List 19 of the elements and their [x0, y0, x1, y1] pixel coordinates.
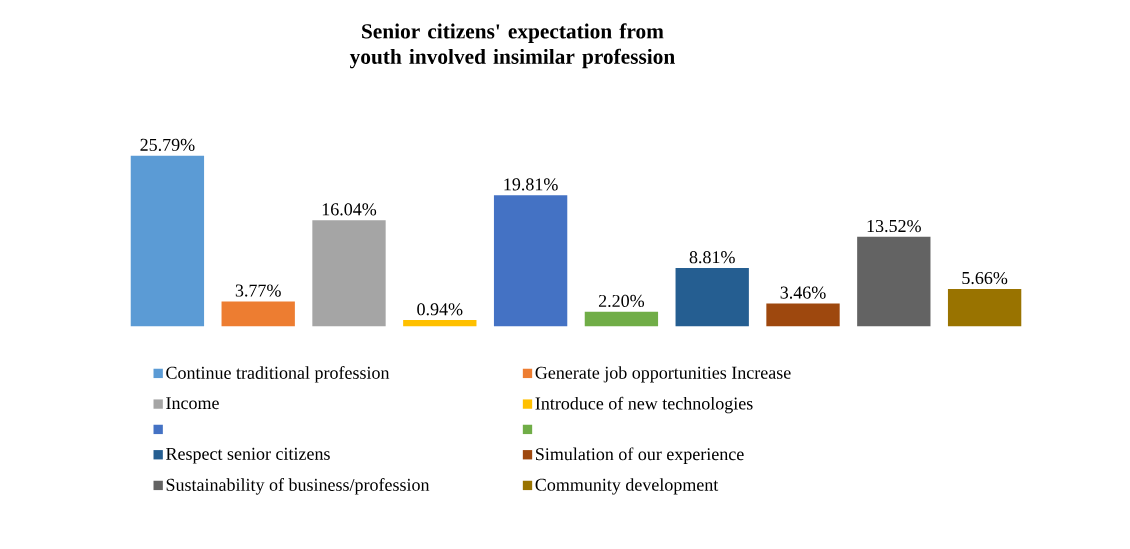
data-label: 8.81% — [689, 251, 735, 264]
legend-label: Generate job opportunities Increase — [535, 366, 791, 383]
legend-label: Introduce of new technologies — [535, 396, 753, 414]
data-label: 13.52% — [867, 219, 921, 233]
legend-label: Respect senior citizens — [166, 447, 330, 464]
data-label: 3.46% — [780, 286, 826, 299]
legend-label: Continue traditional profession — [166, 366, 390, 383]
legend-label: Sustainability of business/profession — [166, 478, 430, 495]
legend-label: Simulation of our experience — [536, 447, 744, 464]
legend-label: Community development — [535, 478, 719, 495]
data-label: 25.79% — [140, 138, 195, 151]
data-label: 3.77% — [235, 284, 281, 297]
data-label: 19.81% — [504, 178, 558, 191]
data-label: 5.66% — [962, 271, 1008, 285]
chart-title: Senior citizens' expectation from youth involved insimilar profession — [349, 23, 675, 69]
data-label: 0.94% — [417, 303, 463, 316]
data-label: 2.20% — [598, 294, 645, 308]
data-label: 16.04% — [322, 203, 377, 216]
legend-label: Income — [166, 397, 219, 410]
